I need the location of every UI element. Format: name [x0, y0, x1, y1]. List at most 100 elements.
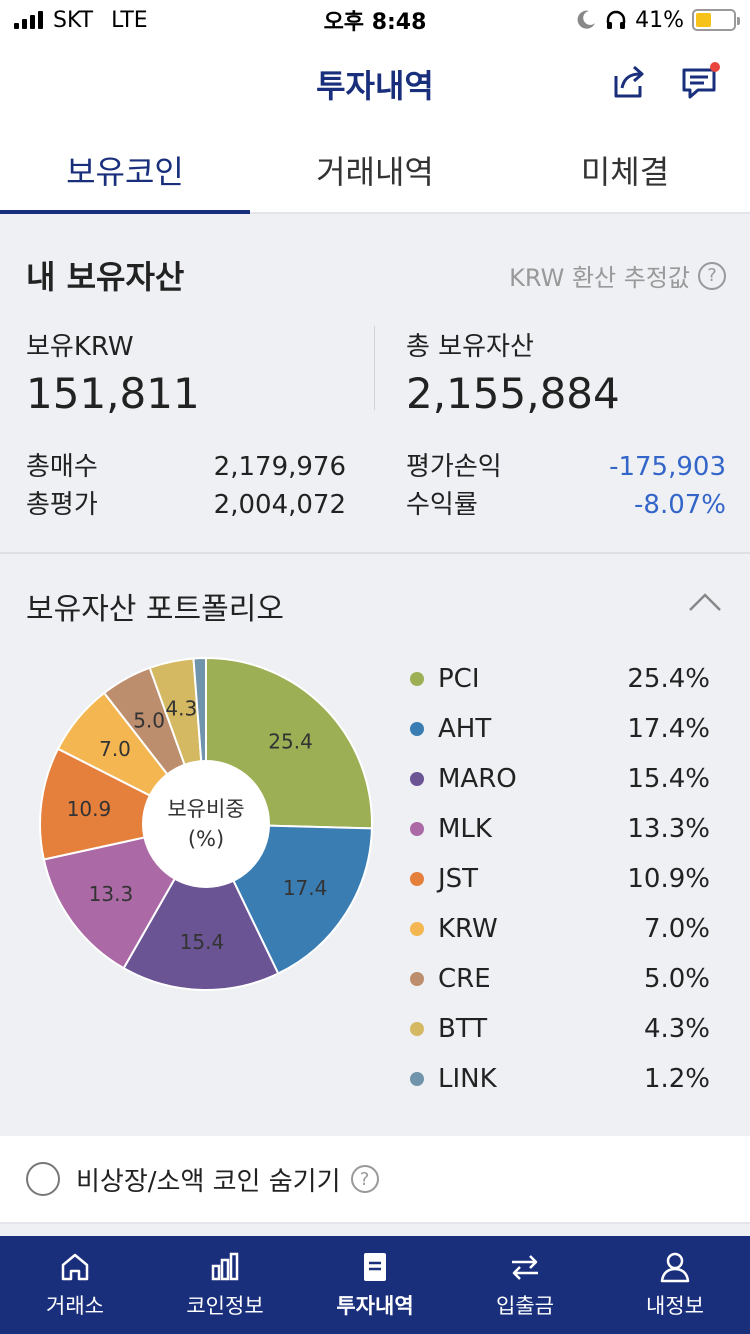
chat-icon[interactable] [680, 62, 720, 102]
total-eval-row: 총평가 2,004,072 [26, 486, 346, 524]
asset-column-right: 총 보유자산 2,155,884 평가손익 -175,903 수익률 -8.07… [406, 326, 726, 524]
legend-dot-icon [410, 872, 424, 886]
legend-value: 25.4% [627, 664, 710, 694]
legend-value: 17.4% [627, 714, 710, 744]
center-label-line1: 보유비중 [167, 797, 244, 821]
total-eval-label: 총평가 [26, 490, 98, 520]
legend-name: CRE [438, 964, 491, 994]
krw-label: 보유KRW [26, 332, 134, 362]
tabbar-item-deposit-withdraw[interactable]: 입출금 [450, 1236, 600, 1334]
legend-name: MARO [438, 764, 517, 794]
help-icon[interactable]: ? [350, 1165, 379, 1193]
tabbar-item-exchange[interactable]: 거래소 [0, 1236, 150, 1334]
hide-small-coins-radio[interactable] [26, 1162, 60, 1196]
slice-label-maro: 15.4 [180, 930, 225, 954]
tabbar-item-investments[interactable]: 투자내역 [300, 1236, 450, 1334]
krw-value: 151,811 [26, 369, 200, 418]
legend-item-mlk: MLK 13.3% [410, 804, 710, 854]
tab-holdings[interactable]: 보유코인 [0, 128, 250, 214]
help-icon[interactable]: ? [698, 261, 726, 290]
slice-label-btt: 4.3 [165, 697, 197, 721]
legend-name: AHT [438, 714, 492, 744]
document-icon [364, 1253, 386, 1281]
buy-eval-rows: 총매수 2,179,976 총평가 2,004,072 [26, 448, 346, 524]
moon-icon [577, 10, 596, 29]
portfolio-title: 보유자산 포트폴리오 [26, 592, 284, 627]
krw-estimate-label: KRW 환산 추정값 [509, 264, 690, 292]
tabbar-item-my-info[interactable]: 내정보 [600, 1236, 750, 1334]
tab-transactions[interactable]: 거래내역 [316, 153, 434, 191]
legend-item-btt: BTT 4.3% [410, 1004, 710, 1054]
home-icon [61, 1253, 89, 1281]
legend-dot-icon [410, 1072, 424, 1086]
legend-item-pci: PCI 25.4% [410, 654, 710, 704]
legend-name: LINK [438, 1064, 497, 1094]
tabbar-label: 입출금 [496, 1294, 554, 1318]
nav-actions [608, 62, 720, 102]
tabbar-item-coin-info[interactable]: 코인정보 [150, 1236, 300, 1334]
slice-label-mlk: 13.3 [89, 882, 134, 906]
krw-estimate-note[interactable]: KRW 환산 추정값 ? [509, 258, 726, 293]
legend-item-jst: JST 10.9% [410, 854, 710, 904]
headphones-icon [606, 10, 626, 29]
total-eval-value: 2,004,072 [213, 490, 346, 520]
slice-label-krw: 7.0 [99, 737, 131, 761]
return-rate-row: 수익률 -8.07% [406, 486, 726, 524]
status-left: SKT LTE [14, 8, 148, 33]
portfolio-donut-chart: 25.4 17.4 15.4 13.3 10.9 7.0 5.0 4.3 보유비중 (%) [36, 654, 376, 994]
legend-name: MLK [438, 814, 492, 844]
legend-item-aht: AHT 17.4% [410, 704, 710, 754]
network-type: LTE [111, 7, 148, 33]
asset-column-left: 보유KRW 151,811 총매수 2,179,976 총평가 2,004,07… [26, 326, 346, 524]
tabbar-label: 내정보 [646, 1294, 704, 1318]
tabbar-label: 투자내역 [336, 1294, 414, 1318]
total-buy-row: 총매수 2,179,976 [26, 448, 346, 486]
section-divider [0, 552, 750, 554]
legend-item-link: LINK 1.2% [410, 1054, 710, 1104]
transfer-icon [512, 1255, 538, 1280]
pnl-row: 평가손익 -175,903 [406, 448, 726, 486]
legend-dot-icon [410, 672, 424, 686]
battery-icon [692, 9, 740, 31]
bar-chart-icon [211, 1252, 239, 1281]
user-icon [660, 1252, 690, 1283]
pie-slice-maro [122, 821, 280, 991]
legend-name: JST [438, 864, 479, 894]
legend-name: PCI [438, 664, 480, 694]
chevron-up-icon[interactable] [688, 592, 722, 612]
slice-label-jst: 10.9 [67, 797, 112, 821]
legend-value: 1.2% [643, 1064, 710, 1094]
legend-dot-icon [410, 922, 424, 936]
donut-svg: 25.4 17.4 15.4 13.3 10.9 7.05.04.3 보유비중 (%) [39, 656, 373, 991]
return-rate-label: 수익률 [406, 490, 478, 520]
total-buy-value: 2,179,976 [213, 452, 346, 482]
total-buy-label: 총매수 [26, 452, 98, 482]
legend-dot-icon [410, 822, 424, 836]
donut-hole [142, 760, 270, 888]
signal-icon [14, 11, 43, 29]
slice-label-cre: 5.0 [133, 709, 165, 733]
legend-item-maro: MARO 15.4% [410, 754, 710, 804]
pnl-value: -175,903 [609, 452, 726, 482]
battery-percent: 41% [635, 7, 684, 33]
page-title: 투자내역 [316, 67, 434, 105]
share-icon[interactable] [608, 62, 648, 102]
status-right: 41% [575, 7, 740, 33]
legend-value: 10.9% [627, 864, 710, 894]
legend-name: KRW [438, 914, 498, 944]
legend-dot-icon [410, 772, 424, 786]
pnl-rows: 평가손익 -175,903 수익률 -8.07% [406, 448, 726, 524]
pnl-label: 평가손익 [406, 452, 502, 482]
tab-bar: 보유코인 거래내역 미체결 [0, 128, 750, 214]
carrier-name: SKT [53, 7, 94, 33]
asset-summary: 내 보유자산 KRW 환산 추정값 ? 보유KRW 151,811 총매수 2,… [0, 214, 750, 554]
portfolio-section: 보유자산 포트폴리오 25.4 17.4 15.4 13.3 10.9 7.0 5.0 4.3… [0, 554, 750, 1136]
slice-label-aht: 17.4 [283, 876, 328, 900]
legend-value: 4.3% [643, 1014, 710, 1044]
bottom-tab-bar: 거래소 코인정보 투자내역 입출금 내정보 [0, 1236, 750, 1334]
slice-label-pci: 25.4 [268, 730, 313, 754]
legend-dot-icon [410, 1022, 424, 1036]
hide-small-coins-option[interactable]: 비상장/소액 코인 숨기기 ? [0, 1136, 750, 1224]
legend-dot-icon [410, 972, 424, 986]
tab-pending-orders[interactable]: 미체결 [580, 153, 670, 191]
